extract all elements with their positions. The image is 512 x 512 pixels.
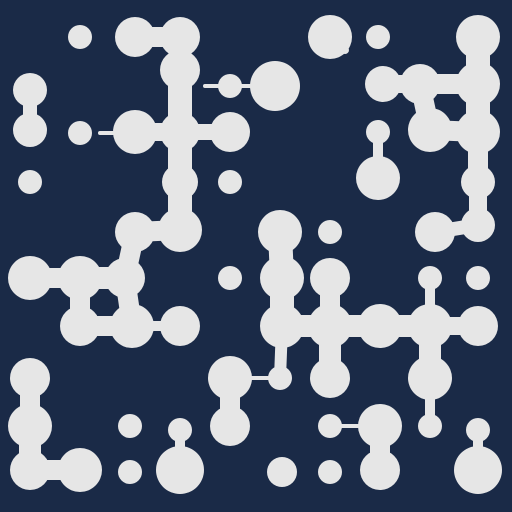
blob-node [318, 220, 342, 244]
blob-node [418, 414, 442, 438]
blob-node [58, 448, 102, 492]
blob-node [258, 210, 302, 254]
blob-node [250, 61, 300, 111]
blob-node [366, 25, 390, 49]
blob-node [365, 66, 401, 102]
blob-node [408, 304, 452, 348]
blob-node [118, 414, 142, 438]
blob-node [210, 112, 250, 152]
blob-node [10, 358, 50, 398]
blob-node [218, 170, 242, 194]
blob-node [318, 460, 342, 484]
blob-node [308, 304, 352, 348]
blob-node [267, 457, 297, 487]
blob-node [456, 62, 500, 106]
blob-node [18, 170, 42, 194]
blob-node [115, 17, 155, 57]
blob-node [408, 356, 452, 400]
blob-node [208, 356, 252, 400]
blob-node [68, 121, 92, 145]
blob-node [115, 212, 155, 252]
blob-node [260, 256, 304, 300]
blob-node [58, 256, 102, 300]
blob-node [160, 17, 200, 57]
blob-node [218, 266, 242, 290]
blob-node [105, 258, 145, 298]
blob-node [456, 15, 500, 59]
blob-node [118, 460, 142, 484]
blob-node [10, 450, 50, 490]
blob-node [110, 304, 154, 348]
blob-node [400, 64, 440, 104]
blob-node [310, 258, 350, 298]
blob-node [162, 164, 198, 200]
blob-node [260, 304, 304, 348]
blob-node [160, 50, 200, 90]
blob-node [268, 366, 292, 390]
blob-node [158, 208, 202, 252]
blob-node [458, 306, 498, 346]
blob-node [160, 112, 200, 152]
blob-node [68, 25, 92, 49]
blob-node [160, 306, 200, 346]
blob-node [13, 73, 47, 107]
blob-node [466, 418, 490, 442]
blob-node [466, 266, 490, 290]
blob-node [13, 113, 47, 147]
blob-node [408, 108, 452, 152]
blob-node [356, 156, 400, 200]
blob-node [113, 110, 157, 154]
blob-node [318, 414, 342, 438]
blob-node [360, 450, 400, 490]
blob-node [210, 406, 250, 446]
blob-node [156, 446, 204, 494]
blob-node [366, 120, 390, 144]
blob-node [418, 266, 442, 290]
blob-node [461, 208, 495, 242]
blob-node [461, 165, 495, 199]
blob-node [8, 256, 52, 300]
blob-node [415, 212, 455, 252]
blob-node [218, 74, 242, 98]
blob-node [358, 404, 402, 448]
blob-node [8, 404, 52, 448]
blob-node [60, 306, 100, 346]
blob-node [168, 418, 192, 442]
blob-node [454, 446, 502, 494]
blob-node [310, 358, 350, 398]
blob-group [8, 15, 502, 494]
blob-node [308, 15, 352, 59]
blob-node [358, 304, 402, 348]
blob-node [456, 110, 500, 154]
